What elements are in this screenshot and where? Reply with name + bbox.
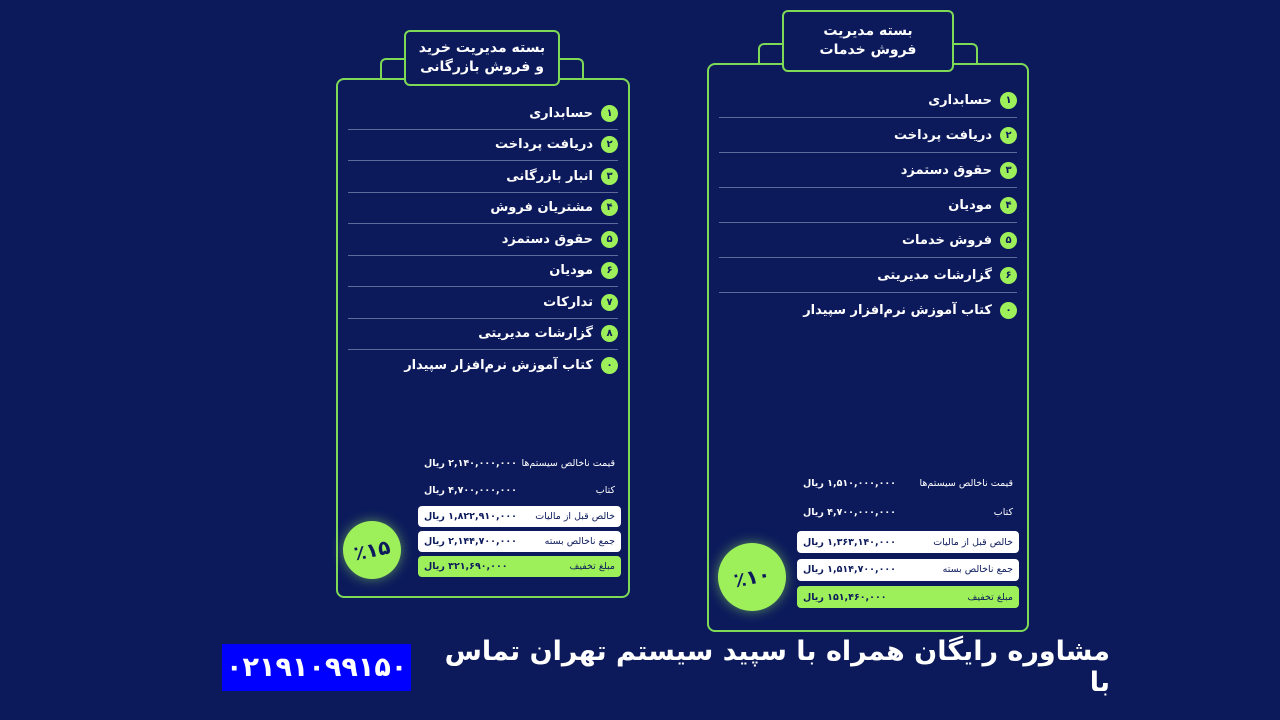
title-line: فروش خدمات <box>819 42 917 58</box>
item-number: ۳ <box>1000 161 1017 179</box>
price-value: ۱۵۱,۴۶۰,۰۰۰ ریال <box>803 591 887 603</box>
item-number: ۰ <box>1000 302 1017 319</box>
price-label: قیمت ناخالص سیستم‌ها <box>521 457 615 469</box>
package-title: بسته مدیریت فروش خدمات <box>782 10 954 72</box>
item-label: دریافت پرداخت <box>894 127 992 143</box>
price-row: خالص قبل از مالیات ۱,۳۶۳,۱۴۰,۰۰۰ ریال <box>797 531 1019 553</box>
item-label: کتاب آموزش نرم‌افزار سپیدار <box>803 303 992 318</box>
price-value: ۱,۸۲۲,۹۱۰,۰۰۰ ریال <box>424 511 517 522</box>
item-number: ۲ <box>1000 126 1017 144</box>
title-line: بسته مدیریت <box>823 23 913 39</box>
price-label: مبلغ تخفیف <box>967 591 1013 603</box>
price-value: ۳۲۱,۶۹۰,۰۰۰ ریال <box>424 561 508 572</box>
footer: مشاوره رایگان همراه با سپید سیستم تهران … <box>222 636 1110 698</box>
feature-item: ۴ مشتریان فروش <box>348 193 618 224</box>
item-label: حقوق دستمزد <box>501 231 593 247</box>
price-label: جمع ناخالص بسته <box>544 536 615 547</box>
price-value: ۴,۷۰۰,۰۰۰,۰۰۰ ریال <box>803 506 896 518</box>
item-label: انبار بازرگانی <box>506 168 593 184</box>
item-label: مودیان <box>948 197 992 213</box>
price-value: ۴,۷۰۰,۰۰۰,۰۰۰ ریال <box>424 484 517 496</box>
item-number: ۵ <box>1000 231 1017 249</box>
item-number: ۴ <box>1000 196 1017 214</box>
feature-item: ۷ تدارکات <box>348 287 618 319</box>
feature-item: ۰ کتاب آموزش نرم‌افزار سپیدار <box>348 350 618 382</box>
feature-item: ۵ فروش خدمات <box>719 223 1017 258</box>
price-label: کتاب <box>595 484 615 496</box>
price-label: کتاب <box>993 506 1013 518</box>
price-value: ۲,۱۴۴,۷۰۰,۰۰۰ ریال <box>424 536 517 547</box>
feature-item: ۳ حقوق دستمزد <box>719 153 1017 188</box>
item-label: حقوق دستمزد <box>900 162 992 178</box>
feature-item: ۰ کتاب آموزش نرم‌افزار سپیدار <box>719 293 1017 328</box>
price-row: قیمت ناخالص سیستم‌ها ۲,۱۴۰,۰۰۰,۰۰۰ ریال <box>418 452 621 474</box>
item-number: ۱ <box>1000 91 1017 109</box>
item-label: حسابداری <box>928 92 992 108</box>
feature-item: ۴ مودیان <box>719 188 1017 223</box>
price-row: مبلغ تخفیف ۳۲۱,۶۹۰,۰۰۰ ریال <box>418 556 621 577</box>
price-value: ۱,۵۱۴,۷۰۰,۰۰۰ ریال <box>803 564 896 575</box>
item-number: ۷ <box>601 293 618 311</box>
price-value: ۲,۱۴۰,۰۰۰,۰۰۰ ریال <box>424 457 517 469</box>
title-line: و فروش بازرگانی <box>420 59 544 75</box>
feature-item: ۱ حسابداری <box>348 98 618 130</box>
price-label: خالص قبل از مالیات <box>933 536 1013 548</box>
feature-item: ۸ گزارشات مدیریتی <box>348 319 618 350</box>
item-number: ۲ <box>601 136 618 154</box>
feature-item: ۲ دریافت پرداخت <box>719 118 1017 153</box>
item-number: ۴ <box>601 199 618 217</box>
phone-number[interactable]: ۰۲۱۹۱۰۹۹۱۵۰ <box>222 643 412 691</box>
price-row: قیمت ناخالص سیستم‌ها ۱,۵۱۰,۰۰۰,۰۰۰ ریال <box>797 472 1019 494</box>
item-label: مشتریان فروش <box>490 200 593 216</box>
item-label: فروش خدمات <box>901 232 992 248</box>
price-label: جمع ناخالص بسته <box>942 564 1013 575</box>
feature-item: ۵ حقوق دستمزد <box>348 224 618 256</box>
item-number: ۶ <box>601 262 618 280</box>
price-row: کتاب ۴,۷۰۰,۰۰۰,۰۰۰ ریال <box>418 479 621 501</box>
price-row: خالص قبل از مالیات ۱,۸۲۲,۹۱۰,۰۰۰ ریال <box>418 506 621 527</box>
feature-item: ۲ دریافت پرداخت <box>348 130 618 161</box>
package-title: بسته مدیریت خرید و فروش بازرگانی <box>404 30 560 86</box>
item-number: ۸ <box>601 325 618 343</box>
price-value: ۱,۳۶۳,۱۴۰,۰۰۰ ریال <box>803 536 896 548</box>
feature-item: ۶ مودیان <box>348 256 618 287</box>
item-number: ۶ <box>1000 266 1017 284</box>
item-number: ۰ <box>601 357 618 375</box>
item-label: گزارشات مدیریتی <box>877 267 992 283</box>
item-label: تدارکات <box>543 294 593 310</box>
title-line: بسته مدیریت خرید <box>418 40 546 56</box>
price-label: مبلغ تخفیف <box>569 561 615 572</box>
item-label: گزارشات مدیریتی <box>478 326 593 342</box>
item-label: دریافت پرداخت <box>495 137 593 153</box>
feature-item: ۶ گزارشات مدیریتی <box>719 258 1017 293</box>
item-label: مودیان <box>549 263 593 279</box>
price-row: مبلغ تخفیف ۱۵۱,۴۶۰,۰۰۰ ریال <box>797 586 1019 608</box>
price-row: جمع ناخالص بسته ۲,۱۴۴,۷۰۰,۰۰۰ ریال <box>418 531 621 552</box>
price-value: ۱,۵۱۰,۰۰۰,۰۰۰ ریال <box>803 477 896 489</box>
item-label: کتاب آموزش نرم‌افزار سپیدار <box>404 358 593 374</box>
item-number: ۵ <box>601 230 618 248</box>
feature-item: ۳ انبار بازرگانی <box>348 161 618 193</box>
item-number: ۱ <box>601 104 618 122</box>
price-label: قیمت ناخالص سیستم‌ها <box>919 477 1013 489</box>
footer-text: مشاوره رایگان همراه با سپید سیستم تهران … <box>444 636 1110 698</box>
item-number: ۳ <box>601 167 618 185</box>
item-label: حسابداری <box>529 105 593 121</box>
feature-item: ۱ حسابداری <box>719 83 1017 118</box>
price-row: جمع ناخالص بسته ۱,۵۱۴,۷۰۰,۰۰۰ ریال <box>797 558 1019 581</box>
price-row: کتاب ۴,۷۰۰,۰۰۰,۰۰۰ ریال <box>797 501 1019 523</box>
price-label: خالص قبل از مالیات <box>535 511 615 522</box>
